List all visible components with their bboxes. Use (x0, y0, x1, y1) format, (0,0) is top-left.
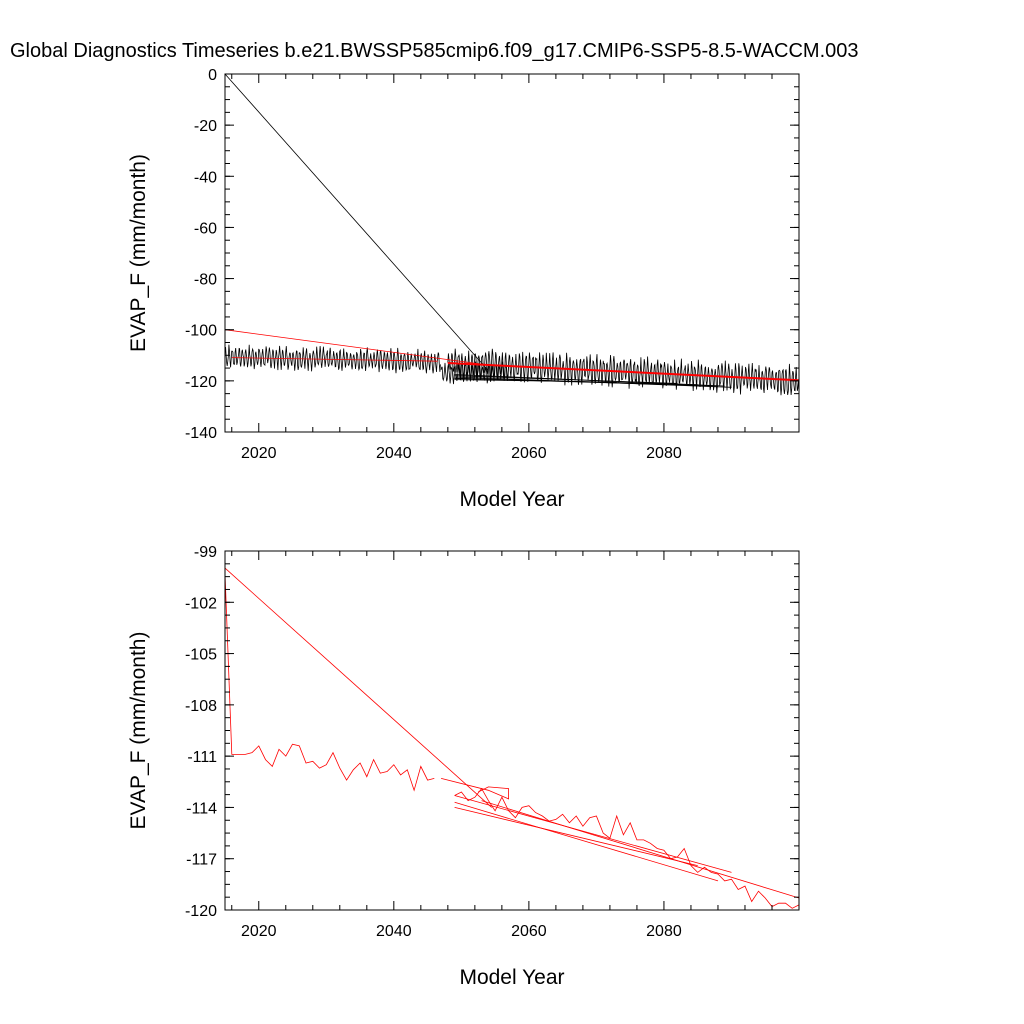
x-tick-label: 2080 (646, 923, 682, 940)
x-tick-label: 2020 (241, 445, 277, 462)
series-monthly-segment-9 (454, 377, 719, 387)
top-x-axis-label: Model Year (459, 488, 564, 511)
y-tick-label: -108 (185, 698, 217, 715)
y-tick-label: -99 (194, 544, 217, 561)
top-panel: 2020 2040 2060 2080 0 -20 -40 -60 -80 -100 -120 -14… (127, 67, 800, 511)
series-monthly-segment-0 (224, 73, 489, 371)
y-tick-label: -20 (194, 118, 217, 135)
y-tick-label: 0 (208, 67, 217, 84)
bottom-x-axis-label: Model Year (459, 966, 564, 989)
y-tick-label: -102 (185, 595, 217, 612)
x-tick-label: 2040 (376, 923, 412, 940)
figure-title: Global Diagnostics Timeseries b.e21.BWSS… (10, 40, 859, 62)
x-tick-label: 2080 (646, 445, 682, 462)
top-series (224, 73, 800, 396)
series-annual-mean-segment-0 (224, 329, 492, 366)
x-tick-label: 2040 (376, 445, 412, 462)
x-tick-label: 2020 (241, 923, 277, 940)
y-tick-label: -60 (194, 220, 217, 237)
y-tick-label: -100 (185, 323, 217, 340)
series-monthly-segment-8 (454, 375, 678, 384)
top-plot-frame (224, 73, 800, 433)
bottom-plot-frame (224, 550, 800, 911)
y-tick-label: -140 (185, 425, 217, 442)
series-annual-mean-segment-1 (231, 357, 438, 362)
series-annual-mean-segment-6 (454, 795, 732, 873)
series-annual-mean-segment-0 (224, 567, 492, 808)
y-tick-label: -111 (187, 749, 217, 766)
y-tick-label: -40 (194, 169, 217, 186)
series-annual-mean-segment-5 (454, 807, 698, 866)
bottom-series (224, 567, 800, 909)
y-tick-label: -80 (194, 272, 217, 289)
series-annual-mean-segment-1 (224, 573, 435, 792)
y-tick-label: -114 (186, 800, 217, 817)
top-y-axis-label: EVAP_F (mm/month) (127, 154, 150, 352)
y-tick-label: -117 (186, 852, 217, 869)
bottom-ticks: 2020 2040 2060 2080 -99 -102 -105 -108 -111 -114 -… (185, 544, 799, 940)
y-tick-label: -105 (185, 647, 217, 664)
series-annual-mean-segment-2 (447, 362, 800, 382)
y-tick-label: -120 (185, 903, 217, 920)
y-tick-label: -120 (185, 374, 217, 391)
x-tick-label: 2060 (511, 445, 547, 462)
series-annual-mean-segment-4 (454, 801, 719, 882)
bottom-y-axis-label: EVAP_F (mm/month) (127, 632, 150, 830)
series-annual-mean-segment-7 (481, 800, 800, 899)
top-ticks: 2020 2040 2060 2080 0 -20 -40 -60 -80 -100 -120 -14… (185, 67, 799, 462)
bottom-panel: 2020 2040 2060 2080 -99 -102 -105 -108 -111 -114 -… (127, 544, 800, 989)
series-monthly-segment-1 (224, 344, 441, 374)
series-annual-mean-segment-2 (441, 778, 510, 800)
x-tick-label: 2060 (511, 923, 547, 940)
series-annual-mean-segment-3 (454, 787, 800, 909)
